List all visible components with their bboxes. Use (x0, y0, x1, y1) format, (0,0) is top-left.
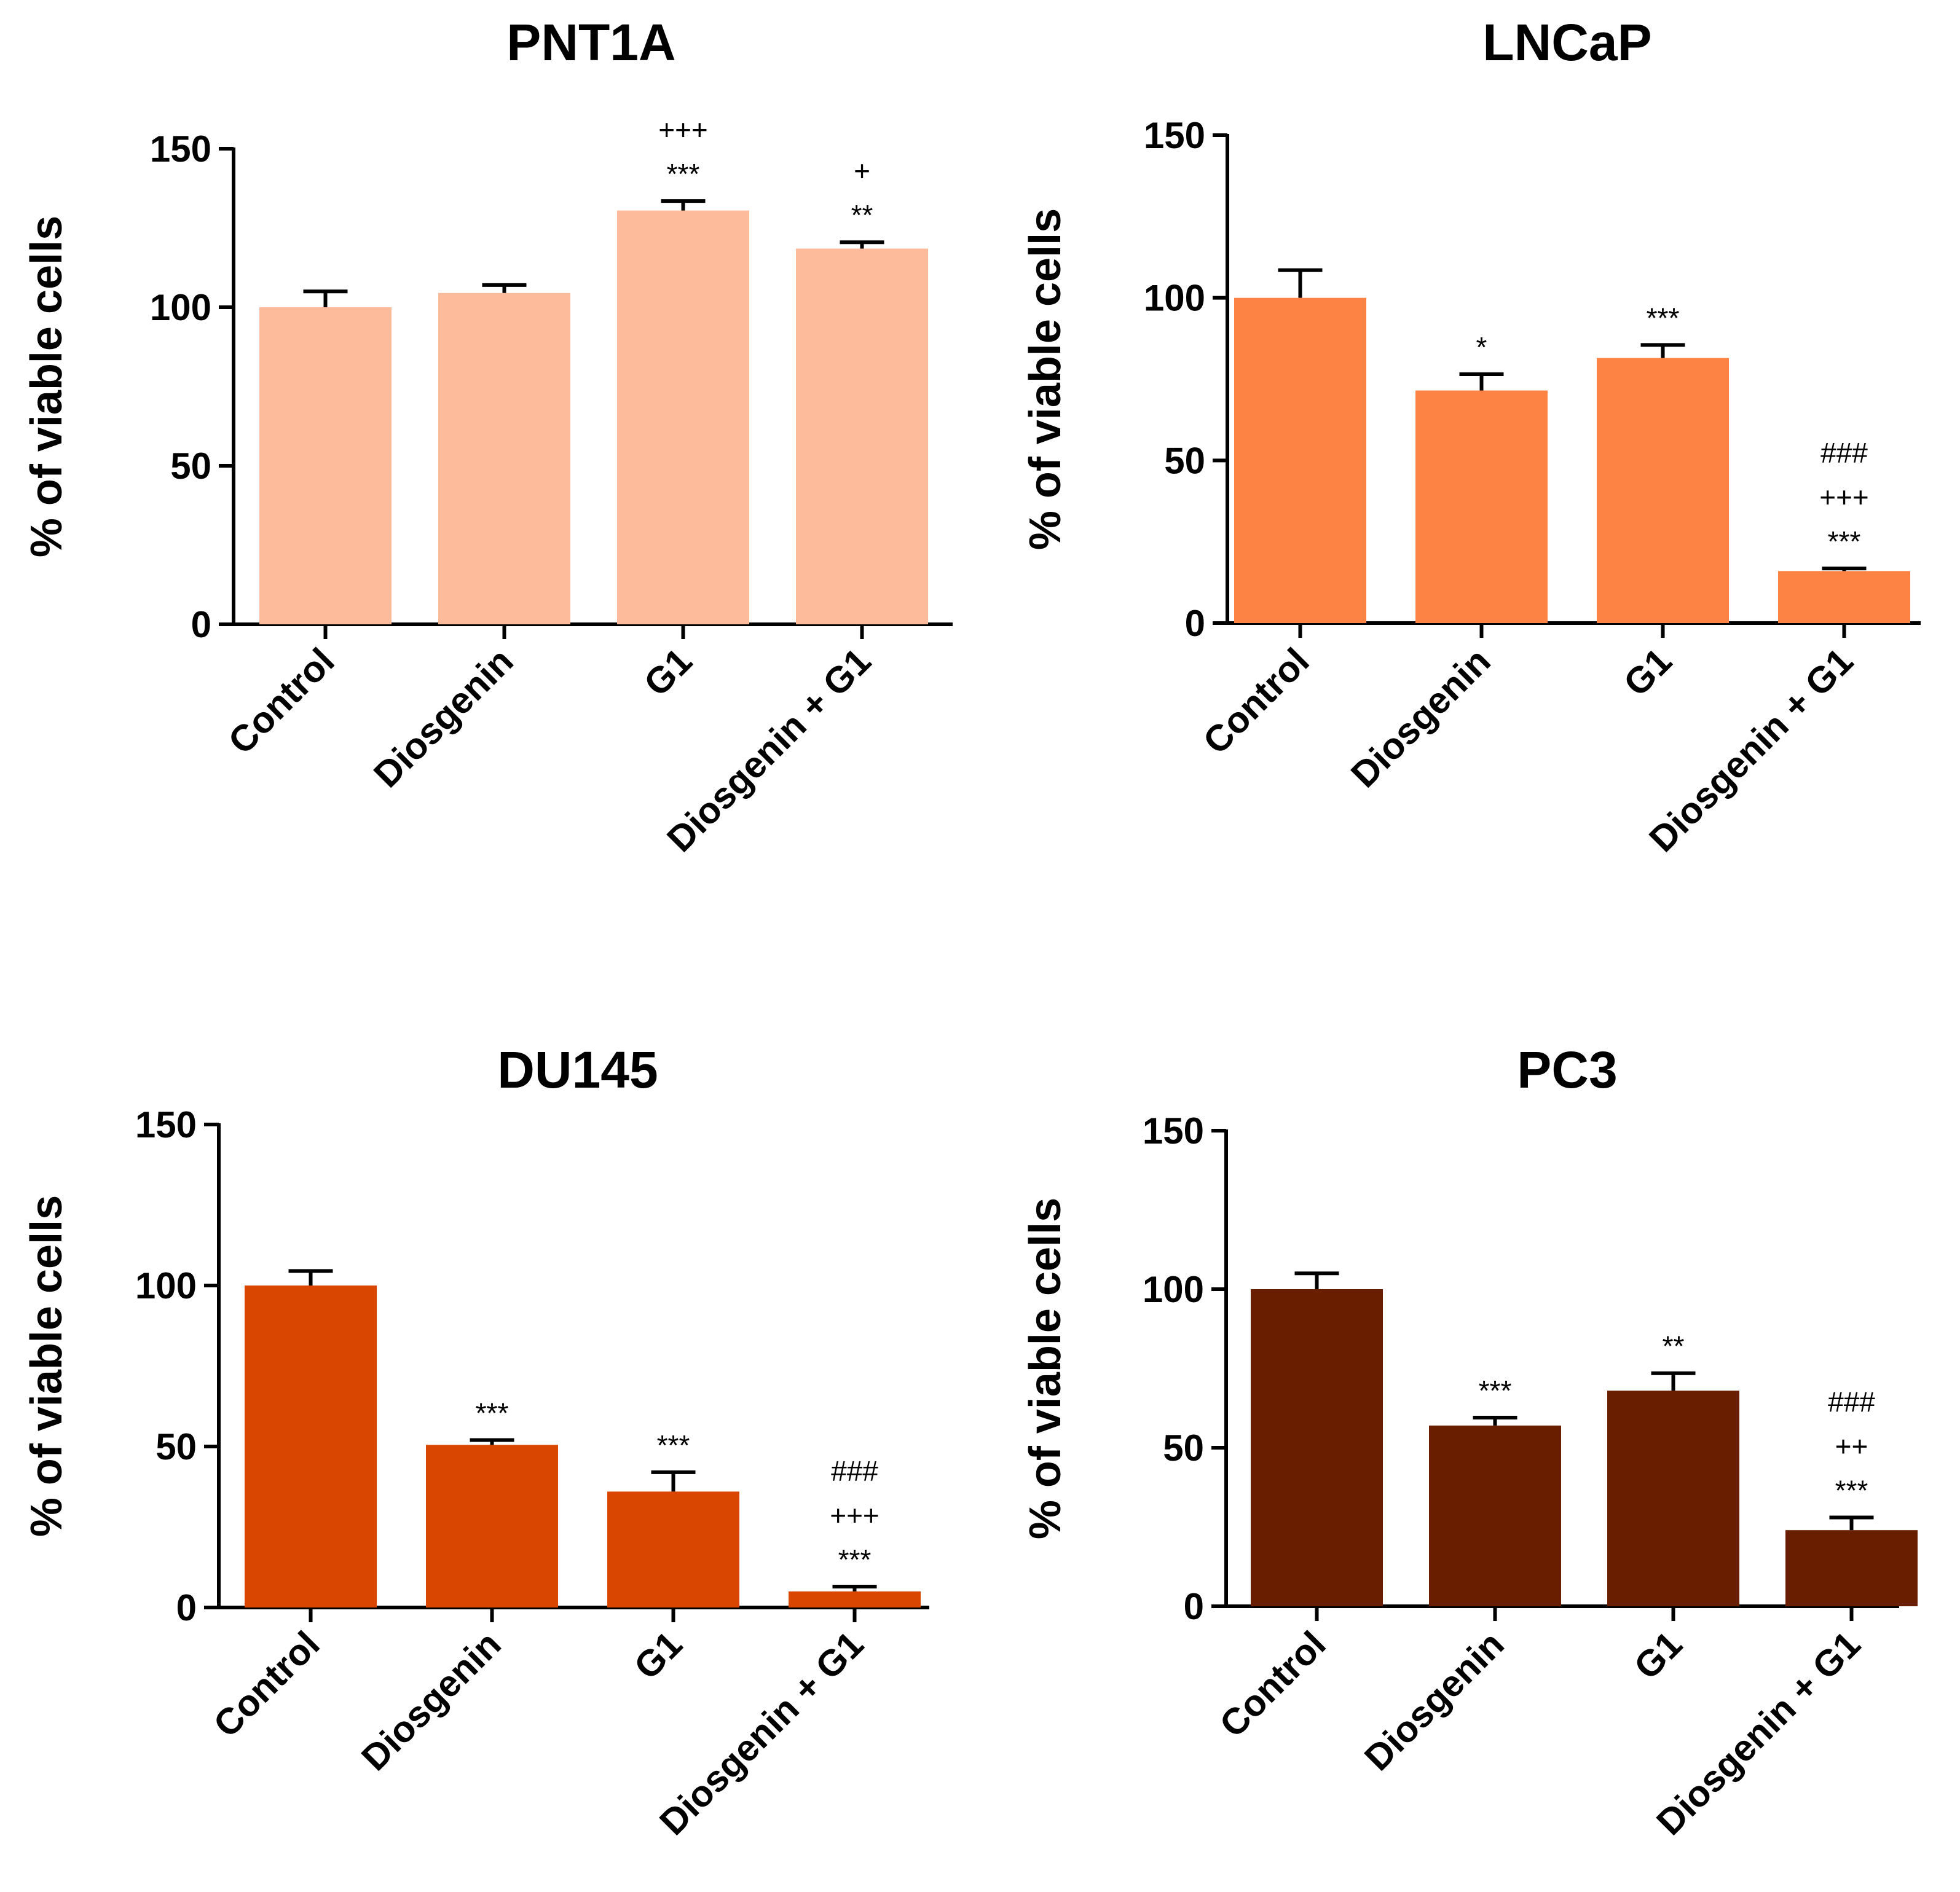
significance-label: +++ (658, 114, 708, 146)
significance-label: + (854, 155, 870, 187)
significance-label: +++ (830, 1499, 880, 1531)
significance-label: *** (1479, 1375, 1512, 1407)
y-tick-label: 150 (1144, 115, 1205, 156)
y-tick-label: 100 (1143, 1269, 1204, 1310)
x-tick-label: Diosgenin (353, 1623, 508, 1778)
bar (789, 1591, 921, 1607)
significance-label: *** (1828, 525, 1861, 557)
x-tick-label: Diosgenin (1356, 1623, 1511, 1778)
y-tick-label: 50 (1164, 440, 1205, 481)
y-tick-label: 50 (170, 446, 211, 487)
significance-label: * (1476, 331, 1487, 363)
significance-label: ** (851, 199, 873, 231)
significance-label: *** (1647, 302, 1680, 334)
x-tick-label: G1 (1626, 1623, 1690, 1687)
chart-title: PNT1A (506, 14, 675, 71)
y-tick-label: 0 (191, 604, 211, 645)
x-tick-label: Control (1195, 640, 1317, 762)
y-tick-label: 150 (150, 128, 211, 170)
bar (259, 307, 392, 624)
y-axis-label: % of viable cells (1021, 208, 1070, 550)
bar (1251, 1289, 1383, 1606)
y-tick-label: 150 (1143, 1110, 1204, 1152)
y-tick-label: 50 (1163, 1427, 1204, 1469)
x-tick-label: Diosgenin (366, 640, 521, 795)
bar (1597, 358, 1729, 623)
y-tick-label: 0 (176, 1587, 197, 1628)
chart-title: PC3 (1517, 1041, 1617, 1099)
y-tick-label: 0 (1185, 603, 1205, 644)
significance-label: ### (1820, 437, 1868, 469)
x-tick-label: Control (206, 1623, 328, 1745)
y-tick-label: 150 (135, 1104, 197, 1145)
bar (1415, 390, 1548, 623)
significance-label: ### (1828, 1386, 1875, 1418)
x-tick-label: G1 (1616, 640, 1680, 704)
significance-label: *** (1835, 1475, 1868, 1507)
chart-panel-3: DU145 % of viable cells 0 50 100 150 Control Di… (22, 1041, 929, 1843)
bar (1785, 1530, 1918, 1606)
chart-panel-2: LNCaP % of viable cells 0 50 100 150 Control Di… (1021, 14, 1921, 860)
significance-label: *** (657, 1429, 690, 1461)
chart-title: DU145 (497, 1041, 658, 1099)
bar (607, 1491, 739, 1607)
y-axis-label: % of viable cells (22, 1195, 71, 1537)
bar (796, 248, 928, 624)
bar (426, 1445, 558, 1607)
bar (1429, 1425, 1561, 1606)
bar (1607, 1391, 1739, 1606)
x-tick-label: G1 (636, 640, 700, 704)
x-tick-label: Diosgenin (1343, 640, 1498, 795)
chart-panel-1: PNT1A % of viable cells 0 50 100 150 Control Di… (22, 14, 953, 860)
significance-label: *** (476, 1397, 509, 1429)
bar (1234, 297, 1366, 624)
y-tick-label: 100 (135, 1265, 197, 1306)
bar (1778, 571, 1910, 623)
y-tick-label: 0 (1184, 1586, 1204, 1627)
chart-panel-4: PC3 % of viable cells 0 50 100 150 Control Dios… (1021, 1041, 1918, 1843)
x-tick-label: Control (221, 640, 342, 762)
significance-label: *** (667, 158, 700, 190)
bar (617, 210, 749, 624)
significance-label: *** (838, 1544, 872, 1576)
significance-label: ** (1663, 1330, 1685, 1362)
chart-title: LNCaP (1482, 14, 1651, 71)
y-tick-label: 100 (1144, 278, 1205, 319)
x-tick-label: Control (1212, 1623, 1334, 1745)
y-tick-label: 100 (150, 287, 211, 328)
significance-label: +++ (1819, 481, 1869, 513)
x-tick-label: G1 (626, 1623, 690, 1687)
y-tick-label: 50 (155, 1426, 197, 1467)
y-axis-label: % of viable cells (22, 216, 71, 557)
significance-label: ### (831, 1455, 878, 1487)
y-axis-label: % of viable cells (1021, 1198, 1070, 1539)
bar (438, 292, 570, 624)
significance-label: ++ (1835, 1431, 1868, 1462)
bar (245, 1286, 377, 1607)
